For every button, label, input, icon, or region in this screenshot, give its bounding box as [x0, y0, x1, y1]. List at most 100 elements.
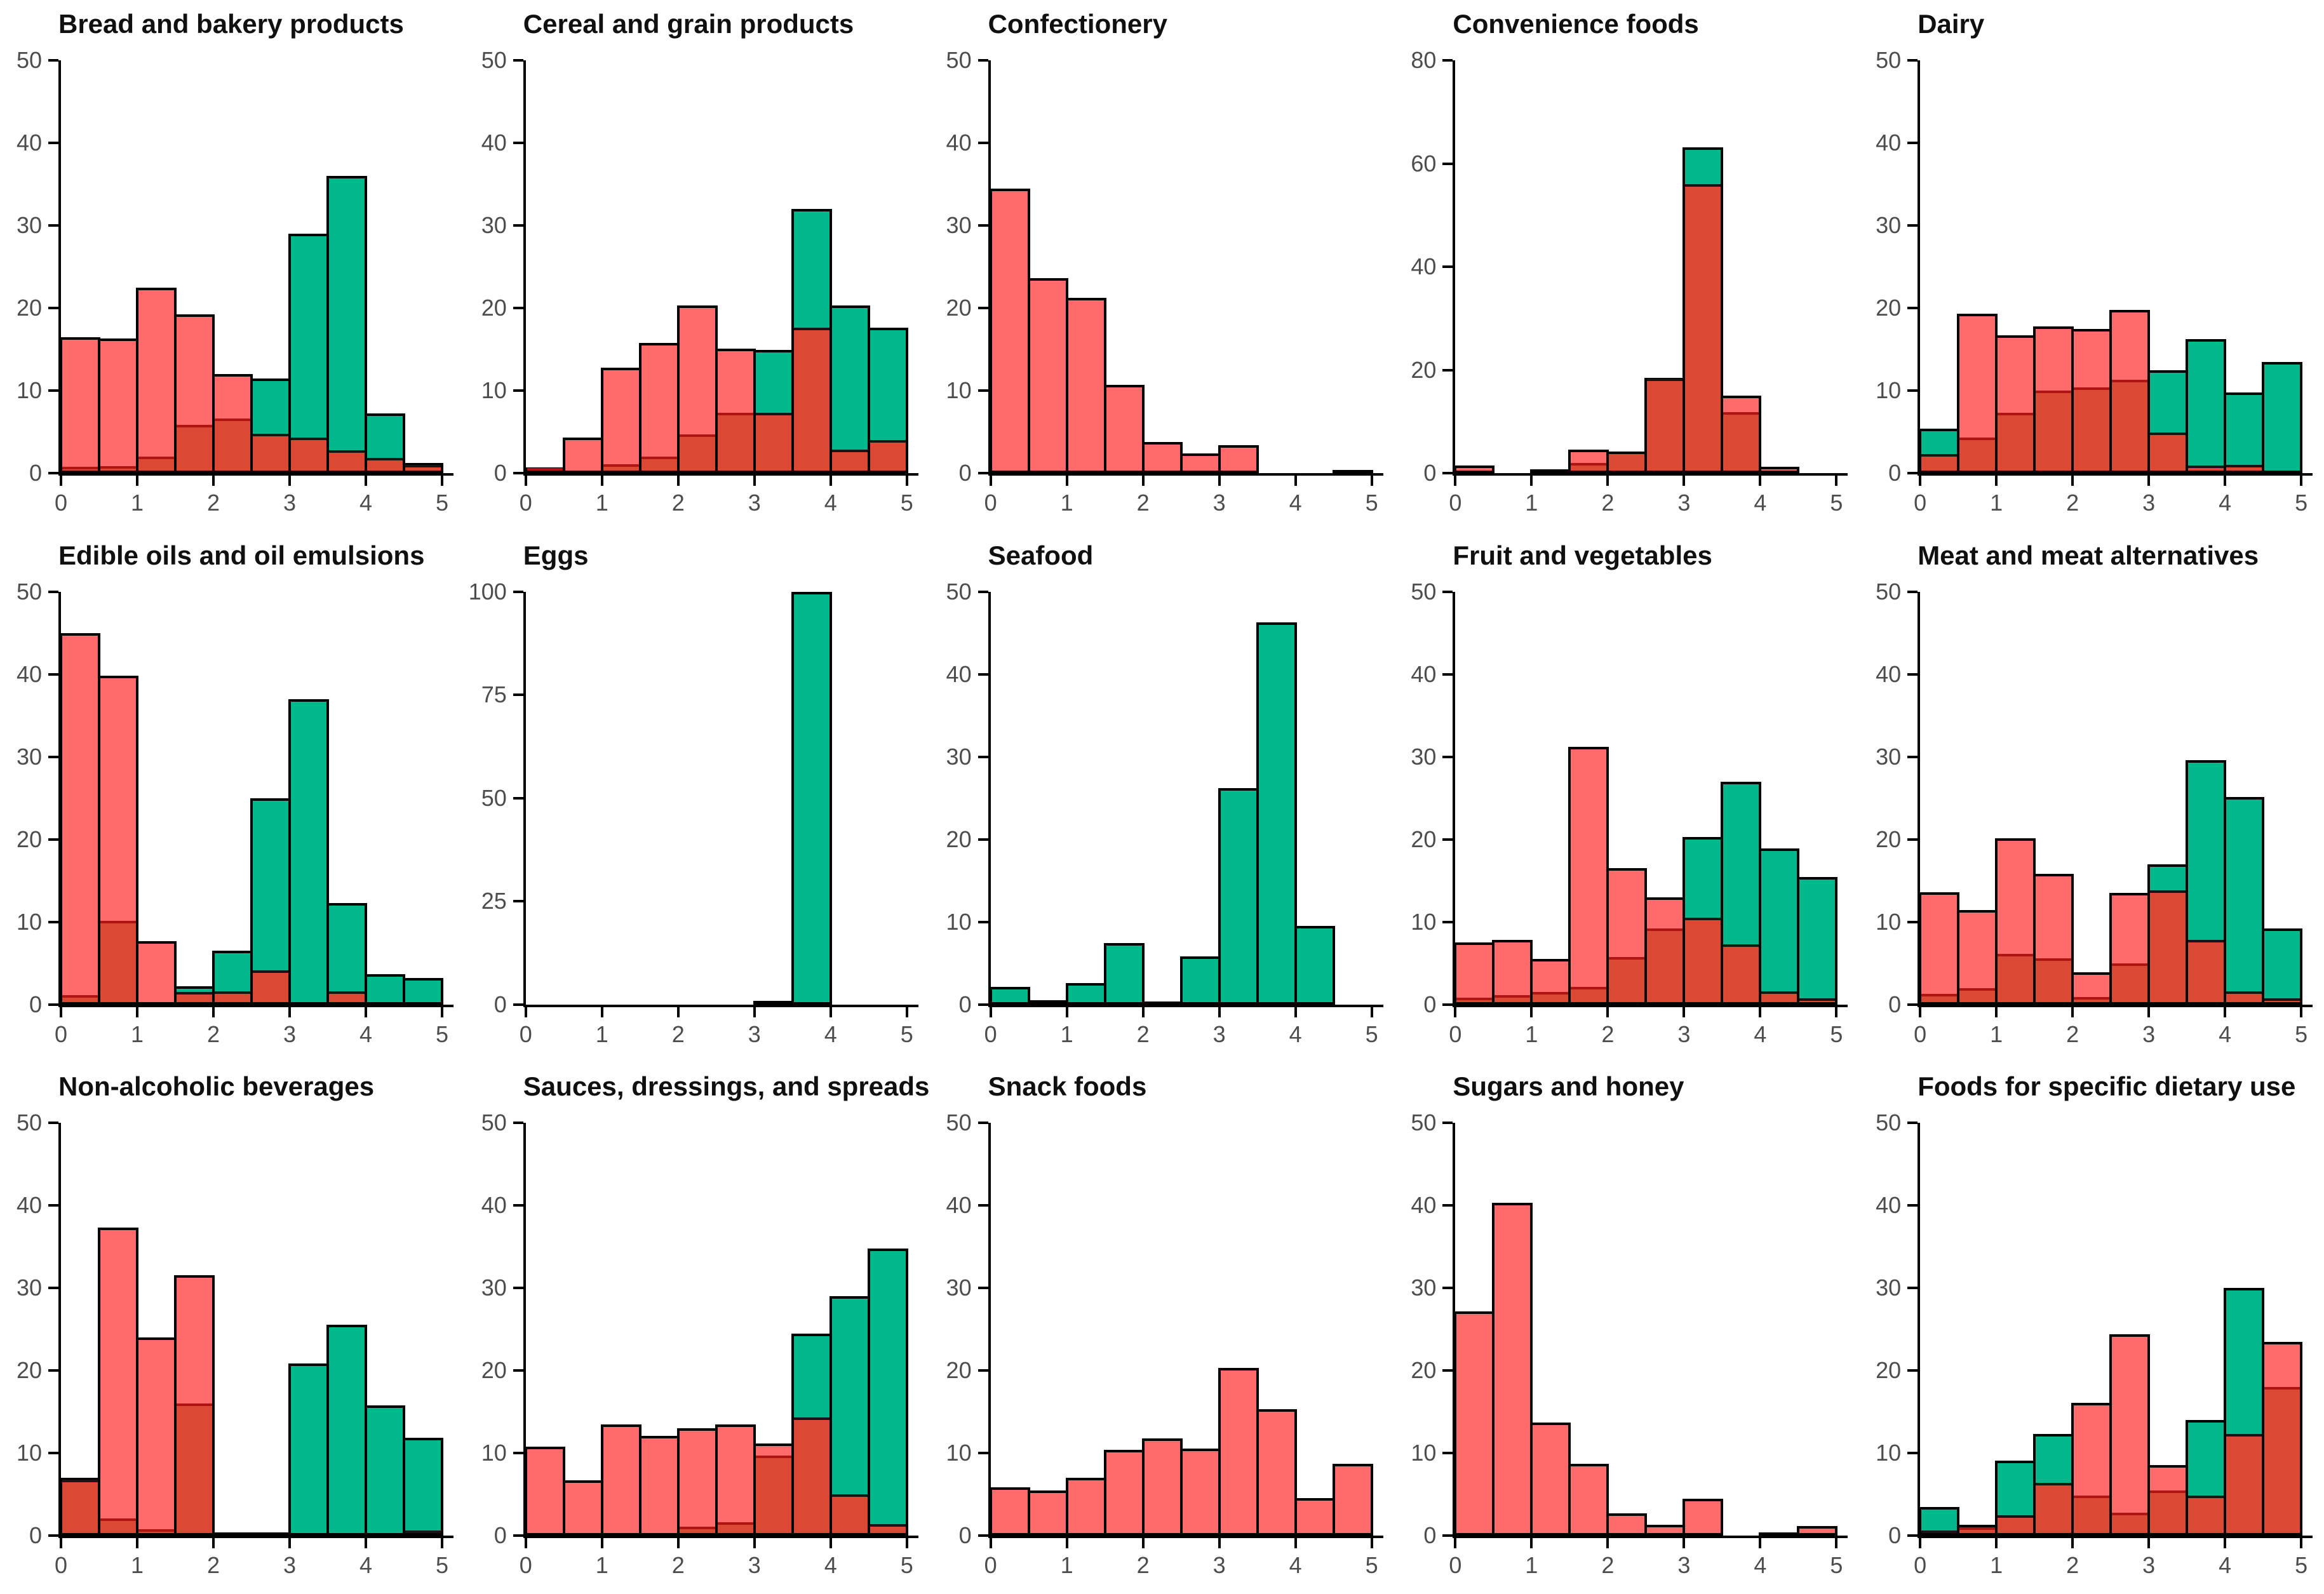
- histogram-bar-overlap: [215, 991, 250, 1002]
- histogram-bar-overlap: [1723, 412, 1759, 471]
- histogram-bar-red: [1294, 1497, 1335, 1536]
- histogram-bar-overlap: [793, 1417, 830, 1534]
- histogram-bar-overlap: [1959, 1527, 1996, 1534]
- x-axis-tick: [1606, 476, 1609, 486]
- histogram-bar-green: [250, 378, 291, 473]
- x-axis-tick-label: 4: [824, 490, 837, 516]
- y-axis-tick: [48, 307, 58, 309]
- x-axis-tick: [989, 1007, 992, 1017]
- y-axis-tick-label: 30: [481, 212, 507, 238]
- histogram-bar-overlap: [212, 1532, 253, 1538]
- x-axis-tick-label: 3: [1212, 1021, 1226, 1047]
- y-axis-tick: [1442, 162, 1453, 165]
- histogram-bar-overlap: [138, 456, 174, 471]
- histogram-bar-green: [867, 328, 908, 473]
- histogram-bar-overlap: [2188, 1495, 2224, 1534]
- x-axis-tick-label: 0: [54, 1021, 68, 1047]
- y-axis-tick: [1442, 1003, 1453, 1006]
- x-axis-tick-label: 1: [1060, 1021, 1073, 1047]
- plot-axes: [1918, 591, 2313, 1007]
- x-axis-tick: [1370, 1007, 1373, 1017]
- y-axis-tick-label: 20: [1411, 826, 1437, 852]
- histogram-bar-overlap: [717, 1522, 753, 1534]
- histogram-bar-red: [1065, 1478, 1106, 1536]
- histogram-bar-red: [989, 1487, 1030, 1536]
- y-axis-tick: [977, 1534, 988, 1537]
- histogram-bar-overlap: [253, 433, 288, 471]
- histogram-bar-overlap: [717, 412, 753, 471]
- histogram-bar-red: [524, 467, 565, 473]
- histogram-bar-red: [1644, 1525, 1686, 1536]
- y-axis-tick-label: 0: [958, 1522, 972, 1549]
- x-axis-tick-label: 0: [1449, 1021, 1462, 1047]
- y-axis-tick: [1442, 1452, 1453, 1455]
- panel-title: Fruit and vegetables: [1453, 540, 1712, 570]
- x-axis-tick-label: 0: [1914, 1552, 1927, 1579]
- histogram-bar-overlap: [870, 1524, 906, 1534]
- x-axis-tick: [2147, 1007, 2151, 1017]
- histogram-bar-green: [1721, 781, 1762, 1005]
- histogram-bar-overlap: [2226, 1434, 2262, 1534]
- panel-title: Foods for specific dietary use: [1918, 1071, 2296, 1102]
- histogram-bar-red: [2109, 1334, 2151, 1536]
- x-axis-tick-label: 5: [900, 490, 913, 516]
- x-axis-tick: [212, 1007, 215, 1017]
- histogram-bar-overlap: [2150, 890, 2186, 1002]
- histogram-bar-red: [1606, 1513, 1648, 1536]
- x-axis-tick: [753, 1538, 756, 1549]
- x-axis-tick: [1065, 476, 1068, 486]
- histogram-bar-overlap: [100, 466, 136, 471]
- histogram-bar-red: [1759, 467, 1800, 473]
- x-axis-tick: [1370, 476, 1373, 486]
- y-axis-tick: [48, 590, 58, 593]
- x-axis-tick: [600, 1538, 603, 1549]
- x-axis-tick: [1065, 1538, 1068, 1549]
- y-axis-tick-label: 50: [481, 47, 507, 73]
- y-axis-tick-label: 50: [16, 1109, 42, 1136]
- histogram-bar-overlap: [1606, 451, 1648, 473]
- x-axis-tick: [753, 1007, 756, 1017]
- y-axis-tick: [513, 796, 523, 800]
- x-axis-tick: [1218, 1538, 1221, 1549]
- y-axis-tick-label: 30: [946, 212, 972, 238]
- y-axis-tick: [48, 472, 58, 474]
- histogram-bar-green: [2186, 1420, 2227, 1536]
- x-axis-tick-label: 1: [130, 490, 144, 516]
- y-axis-tick: [513, 693, 523, 697]
- x-axis-tick-label: 5: [900, 1021, 913, 1047]
- y-axis-tick: [1907, 1003, 1918, 1006]
- histogram-bar-green: [2033, 1434, 2074, 1536]
- y-axis-tick-label: 40: [1411, 253, 1437, 279]
- x-axis-tick: [676, 1538, 680, 1549]
- x-axis-tick-label: 3: [1212, 1552, 1226, 1579]
- histogram-bar-overlap: [1799, 998, 1836, 1002]
- x-axis-tick-label: 2: [2066, 1021, 2079, 1047]
- histogram-bar-overlap: [1332, 469, 1373, 475]
- histogram-bar-red: [1957, 1525, 1998, 1536]
- histogram-bar-overlap: [1998, 954, 2034, 1002]
- histogram-bar-green: [1919, 428, 1960, 473]
- y-axis-tick-label: 30: [1876, 743, 1902, 770]
- x-axis-tick: [365, 476, 367, 486]
- x-axis-tick-label: 2: [671, 1021, 685, 1047]
- y-axis-tick: [1442, 368, 1453, 372]
- x-axis-tick-label: 4: [824, 1021, 837, 1047]
- x-axis-tick: [524, 1538, 527, 1549]
- x-axis-tick: [288, 1538, 291, 1549]
- histogram-bar-red: [1492, 940, 1533, 1005]
- panel-title: Edible oils and oil emulsions: [58, 540, 425, 570]
- x-axis-tick-label: 2: [206, 490, 220, 516]
- y-axis-tick: [977, 59, 988, 62]
- x-axis-tick-label: 1: [1990, 1552, 2003, 1579]
- plot-axes: [523, 60, 918, 476]
- y-axis-tick: [977, 472, 988, 474]
- x-axis-tick-label: 0: [984, 1021, 997, 1047]
- x-axis-tick: [1530, 1538, 1533, 1549]
- histogram-bar-red: [1957, 314, 1998, 473]
- y-axis-tick-label: 25: [481, 888, 507, 914]
- histogram-bar-red: [98, 676, 138, 1005]
- x-axis-tick-label: 2: [1601, 1021, 1615, 1047]
- plot-axes: [1918, 60, 2313, 476]
- x-axis-tick: [1606, 1007, 1609, 1017]
